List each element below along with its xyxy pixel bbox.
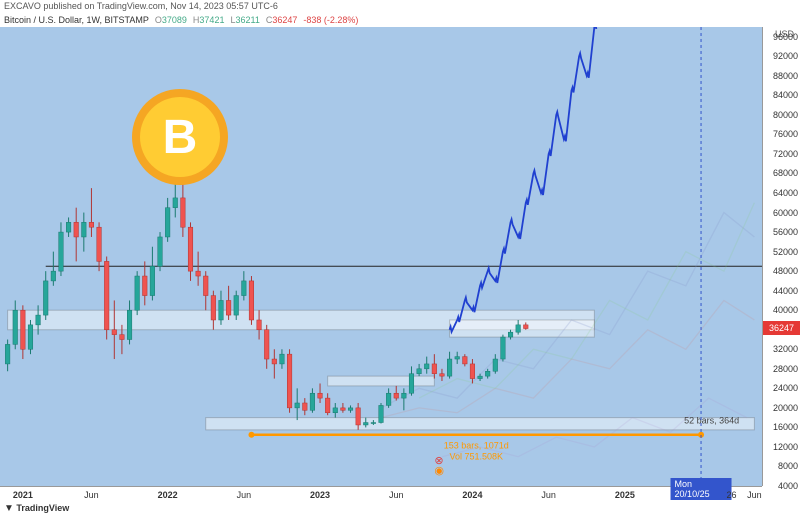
x-tick: 2024 [462, 490, 482, 500]
y-tick: 16000 [773, 422, 798, 432]
x-tick: Jun [747, 490, 762, 500]
y-tick: 76000 [773, 129, 798, 139]
x-tick: Jun [84, 490, 99, 500]
y-tick: 28000 [773, 364, 798, 374]
ohlc-l: L36211 [230, 15, 259, 26]
chart-area[interactable]: 153 bars, 1071dVol 751.508K 52 bars, 364d… [0, 27, 762, 486]
y-tick: 56000 [773, 227, 798, 237]
y-tick: 96000 [773, 32, 798, 42]
svg-text:52 bars, 364d: 52 bars, 364d [684, 415, 739, 425]
x-tick: 26 [727, 490, 737, 500]
y-tick: 92000 [773, 51, 798, 61]
x-tick: Jun [237, 490, 252, 500]
y-tick: 72000 [773, 149, 798, 159]
ohlc-bar: Bitcoin / U.S. Dollar, 1W, BITSTAMP O370… [0, 14, 800, 27]
y-tick: 84000 [773, 90, 798, 100]
y-tick: 32000 [773, 344, 798, 354]
y-tick: 24000 [773, 383, 798, 393]
y-tick: 40000 [773, 305, 798, 315]
y-tick: 4000 [778, 481, 798, 491]
bitcoin-icon: B [130, 87, 230, 187]
svg-text:153 bars, 1071d: 153 bars, 1071d [444, 441, 509, 451]
y-tick: 48000 [773, 266, 798, 276]
x-tick: Mon 20/10/25 [671, 478, 732, 500]
y-tick: 44000 [773, 286, 798, 296]
y-tick: 80000 [773, 110, 798, 120]
x-tick: 2025 [615, 490, 635, 500]
y-tick: 68000 [773, 168, 798, 178]
current-price-tag: 36247 [763, 321, 800, 335]
symbol: Bitcoin / U.S. Dollar, 1W, BITSTAMP [4, 15, 149, 26]
change: -838 (-2.28%) [303, 15, 358, 26]
y-tick: 8000 [778, 461, 798, 471]
y-tick: 60000 [773, 208, 798, 218]
ohlc-o: O37089 [155, 15, 187, 26]
y-tick: 12000 [773, 442, 798, 452]
y-tick: 52000 [773, 247, 798, 257]
y-tick: 20000 [773, 403, 798, 413]
y-tick: 88000 [773, 71, 798, 81]
svg-text:◉: ◉ [434, 465, 444, 477]
svg-text:Vol 751.508K: Vol 751.508K [449, 452, 503, 462]
ohlc-h: H37421 [193, 15, 225, 26]
publish-info: EXCAVO published on TradingView.com, Nov… [0, 0, 800, 14]
watermark: ▼ TradingView [4, 503, 69, 514]
y-axis: USD 960009200088000840008000076000720006… [762, 27, 800, 486]
y-tick: 64000 [773, 188, 798, 198]
svg-text:B: B [163, 111, 198, 164]
x-tick: 2022 [158, 490, 178, 500]
x-tick: 2023 [310, 490, 330, 500]
x-tick: Jun [541, 490, 556, 500]
x-tick: 2021 [13, 490, 33, 500]
x-axis: 2021Jun2022Jun2023Jun2024Jun2025JunMon 2… [0, 486, 762, 502]
ohlc-c: C36247 [266, 15, 298, 26]
x-tick: Jun [389, 490, 404, 500]
candlestick-svg: 153 bars, 1071dVol 751.508K 52 bars, 364d… [0, 27, 762, 486]
